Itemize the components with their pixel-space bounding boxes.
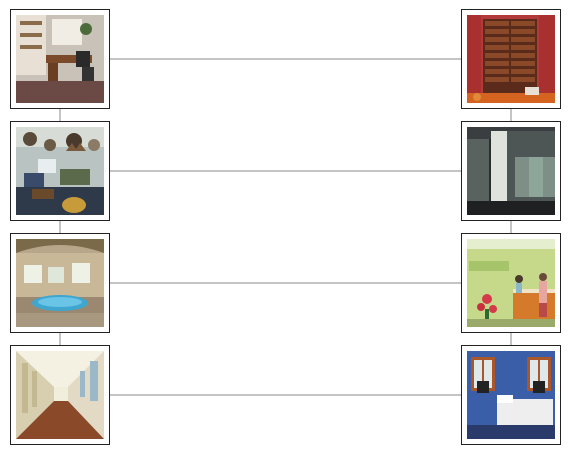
indoor-hot-tub-photo[interactable]	[10, 233, 110, 333]
indoor-hot-tub-image	[16, 239, 104, 327]
bedroom-image	[467, 351, 555, 439]
hallway-photo[interactable]	[10, 345, 110, 445]
trophy-room-photo[interactable]	[10, 121, 110, 221]
trophy-room-image	[16, 127, 104, 215]
hallway-image	[16, 351, 104, 439]
basement-room-image	[467, 127, 555, 215]
wine-cellar-photo[interactable]	[461, 9, 561, 109]
bedroom-photo[interactable]	[461, 345, 561, 445]
basement-room-photo[interactable]	[461, 121, 561, 221]
home-office-photo[interactable]	[10, 9, 110, 109]
reception-desk-photo[interactable]	[461, 233, 561, 333]
wine-cellar-image	[467, 15, 555, 103]
home-office-image	[16, 15, 104, 103]
reception-desk-image	[467, 239, 555, 327]
